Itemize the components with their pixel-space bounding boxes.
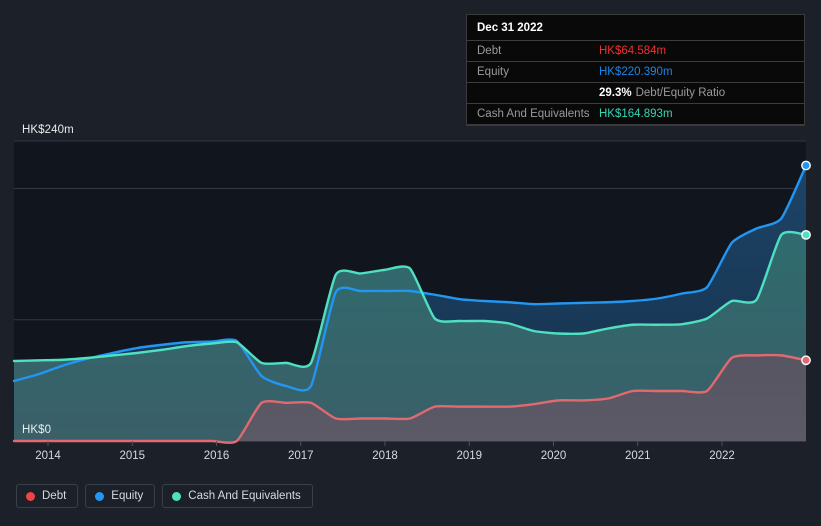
tooltip-key-equity: Equity <box>477 66 509 78</box>
legend-item-equity[interactable]: Equity <box>85 484 156 508</box>
tooltip-row-equity: Equity HK$220.390m <box>467 62 804 83</box>
x-axis-tick-2015: 2015 <box>119 450 146 462</box>
tooltip-ratio-label: Debt/Equity Ratio <box>635 87 726 99</box>
tooltip-ratio-number: 29.3% <box>599 87 632 99</box>
legend-dot-icon <box>172 491 182 501</box>
tooltip-date: Dec 31 2022 <box>467 15 804 41</box>
x-axis-tick-2014: 2014 <box>35 450 61 462</box>
legend-dot-icon <box>95 491 105 501</box>
y-axis-top-label: HK$240m <box>22 124 74 136</box>
x-axis-tick-2021: 2021 <box>624 450 651 462</box>
y-axis-zero-label: HK$0 <box>22 424 52 436</box>
tooltip-row-debt: Debt HK$64.584m <box>467 41 804 62</box>
legend-item-debt[interactable]: Debt <box>16 484 79 508</box>
chart-legend: Debt Equity Cash And Equivalents <box>16 484 313 508</box>
x-axis-tick-2019: 2019 <box>456 450 483 462</box>
x-axis-tick-2018: 2018 <box>372 450 398 462</box>
legend-item-cash-and-equivalents[interactable]: Cash And Equivalents <box>162 484 313 508</box>
tooltip-value-debt: HK$64.584m <box>599 45 667 57</box>
x-axis-tick-2017: 2017 <box>287 450 314 462</box>
tooltip-key-cash: Cash And Equivalents <box>477 108 590 120</box>
legend-label: Equity <box>111 490 144 502</box>
legend-dot-icon <box>26 491 35 501</box>
x-axis-tick-2020: 2020 <box>540 450 567 462</box>
legend-label: Debt <box>42 490 67 502</box>
tooltip-row-cash: Cash And Equivalents HK$164.893m <box>467 104 804 125</box>
tooltip-key-debt: Debt <box>477 45 502 57</box>
legend-label: Cash And Equivalents <box>188 490 301 502</box>
tooltip-value-cash: HK$164.893m <box>599 108 673 120</box>
x-axis-tick-2016: 2016 <box>203 450 230 462</box>
x-axis-tick-2022: 2022 <box>709 450 735 462</box>
chart-tooltip: Dec 31 2022 Debt HK$64.584m Equity HK$22… <box>466 14 805 126</box>
tooltip-value-equity: HK$220.390m <box>599 66 673 78</box>
tooltip-row-debt-equity-ratio: 29.3% Debt/Equity Ratio <box>467 83 804 104</box>
